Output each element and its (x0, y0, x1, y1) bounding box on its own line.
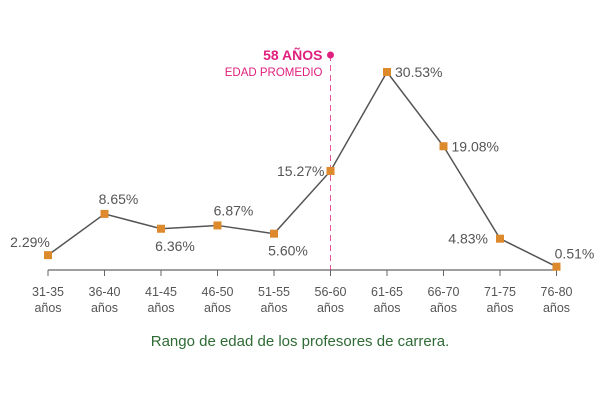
data-label: 30.53% (395, 64, 442, 80)
average-age-label: EDAD PROMEDIO (225, 67, 323, 79)
chart-caption: Rango de edad de los profesores de carre… (150, 333, 450, 350)
data-label: 8.65% (99, 191, 139, 207)
data-point-marker (552, 262, 561, 271)
data-point-marker (496, 234, 504, 243)
data-label: 5.60% (268, 243, 308, 259)
average-age-value: 58 AÑOS (263, 46, 322, 63)
data-point-marker (213, 221, 222, 230)
data-label: 4.83% (448, 231, 488, 247)
x-tick-label: 36-40 años (89, 285, 121, 315)
data-label: 6.36% (155, 238, 195, 254)
x-tick-label: 51-55 años (258, 285, 290, 315)
x-tick-label: 66-70 años (428, 285, 460, 315)
data-label: 0.51% (555, 246, 595, 262)
data-point-marker (270, 229, 278, 238)
data-point-marker (383, 68, 391, 76)
x-tick-label: 46-50 años (202, 285, 234, 315)
data-label: 6.87% (214, 202, 254, 218)
x-tick-label: 41-45 años (145, 285, 177, 315)
x-tick-label: 76-80 años (541, 285, 573, 315)
x-tick-label: 56-60 años (315, 285, 347, 315)
x-tick-label: 71-75 años (484, 285, 516, 315)
data-point-marker (157, 224, 165, 233)
series-line (47, 70, 557, 268)
x-tick-label: 61-65 años (371, 285, 403, 315)
data-label: 15.27% (277, 163, 324, 179)
data-point-marker (100, 209, 109, 218)
x-tick-label: 31-35 años (32, 285, 64, 315)
data-label: 2.29% (10, 234, 50, 250)
data-point-marker (326, 166, 335, 175)
data-point-marker (439, 142, 448, 151)
average-age-dot (327, 51, 334, 59)
data-label: 19.08% (452, 138, 499, 154)
data-point-marker (44, 251, 52, 260)
